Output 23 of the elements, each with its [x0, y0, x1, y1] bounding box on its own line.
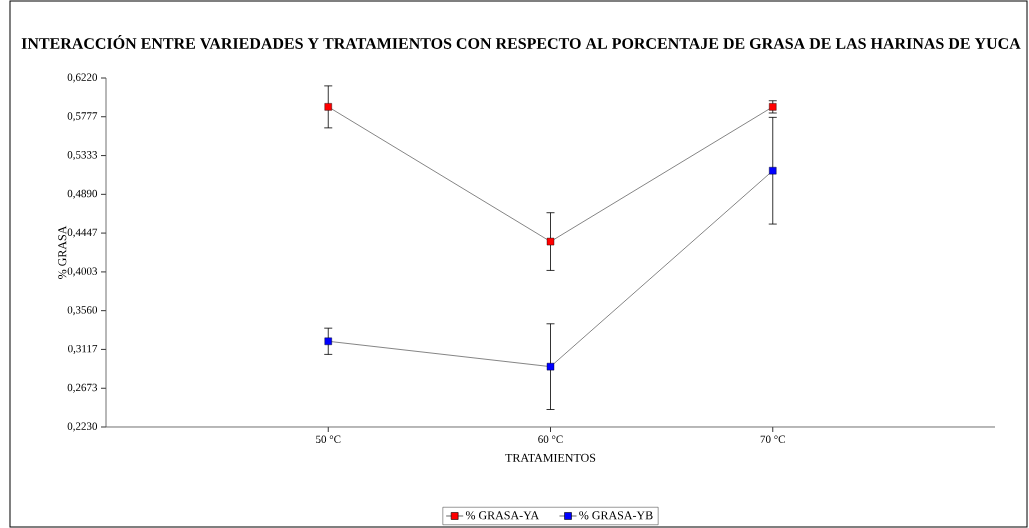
point	[546, 237, 555, 246]
point	[546, 362, 555, 371]
legend-label: % GRASA-YB	[579, 511, 653, 520]
y-tick-label: 0,5777	[67, 112, 98, 122]
y-tick-label: 0,5333	[67, 151, 98, 161]
x-tick-label: 60 °C	[538, 435, 563, 443]
y-tick-label: 0,4003	[67, 267, 98, 277]
y-tick-label: 0,2673	[67, 383, 98, 393]
y-axis-title: % GRASA	[58, 225, 67, 279]
legend-label: % GRASA-YA	[465, 511, 540, 520]
x-tick-label: 50 °C	[316, 435, 341, 443]
y-tick-label: 0,2230	[67, 422, 98, 432]
x-axis-title: TRATAMIENTOS	[505, 453, 596, 462]
y-tick-label: 0,6220	[67, 73, 98, 83]
chart-title: INTERACCIÓN ENTRE VARIEDADES Y TRATAMIENTOS CON RESPECTO AL PORCENTAJE DE GRASA DE LAS HARINAS DE YUCA	[21, 35, 1021, 49]
y-tick-label: 0,3560	[67, 306, 98, 316]
point	[769, 167, 777, 175]
y-tick-label: 0,4447	[67, 228, 98, 238]
point	[324, 103, 332, 111]
y-tick-label: 0,4890	[67, 189, 98, 199]
y-tick-label: 0,3117	[68, 344, 98, 354]
point	[324, 337, 332, 345]
x-tick-label: 70 °C	[760, 435, 785, 443]
